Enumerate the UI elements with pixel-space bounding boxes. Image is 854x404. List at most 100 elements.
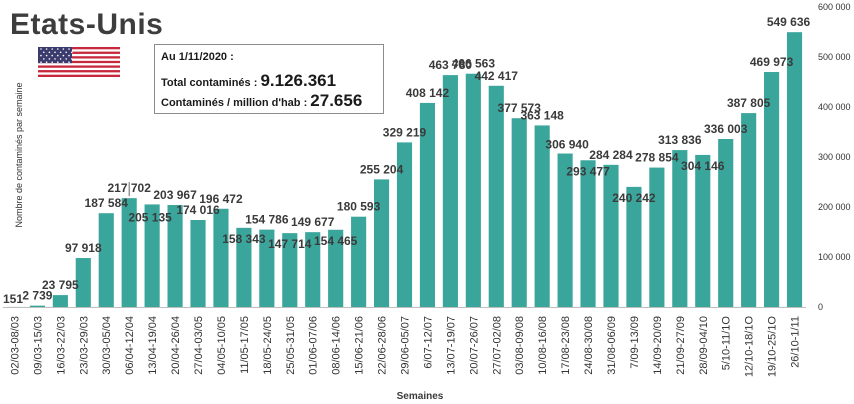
y-axis-title: Nombre de contaminés par semaine xyxy=(14,82,24,227)
x-tick-label: 19/10-25/1O xyxy=(767,316,779,378)
bar xyxy=(167,205,183,307)
data-label: 240 242 xyxy=(612,191,656,205)
bar xyxy=(419,102,436,307)
x-tick-label: 17/08-23/08 xyxy=(560,316,572,375)
total-line: Total contaminés : 9.126.361 xyxy=(161,71,383,91)
data-label: 306 940 xyxy=(545,138,589,152)
data-label: 442 417 xyxy=(475,69,519,83)
bar xyxy=(121,198,137,307)
data-label: 147 714 xyxy=(268,237,312,251)
data-label: 2 739 xyxy=(22,289,52,303)
bar xyxy=(213,208,229,307)
bar xyxy=(511,118,527,307)
x-tick-label: 5/10-11/1O xyxy=(721,316,733,371)
x-tick-label: 12/10-18/1O xyxy=(744,316,756,378)
bar xyxy=(442,75,458,307)
x-tick-label: 15/06-21/06 xyxy=(354,316,366,375)
us-flag-icon xyxy=(38,47,120,77)
x-tick-label: 04/05-10/05 xyxy=(216,316,228,375)
y-tick-label: 200 000 xyxy=(818,202,851,212)
bar xyxy=(672,150,688,307)
data-label: 255 204 xyxy=(360,162,404,176)
page-title: Etats-Unis xyxy=(10,8,164,41)
y-tick-label: 600 000 xyxy=(818,2,851,12)
bar xyxy=(396,142,413,307)
data-label: 158 343 xyxy=(222,232,266,246)
x-tick-label: 08/06-14/06 xyxy=(331,316,343,375)
y-tick-label: 500 000 xyxy=(818,52,851,62)
bar xyxy=(52,295,68,307)
x-tick-label: 30/03-05/04 xyxy=(101,316,113,375)
x-tick-label: 02/03-08/03 xyxy=(9,316,21,375)
bar xyxy=(786,32,803,307)
y-tick-label: 400 000 xyxy=(818,102,851,112)
data-label: 203 967 xyxy=(153,188,197,202)
x-tick-label: 20/07-26/07 xyxy=(468,316,480,375)
x-tick-label: 31/08-06/09 xyxy=(606,316,618,375)
x-tick-label: 16/03-22/03 xyxy=(55,316,67,375)
bar xyxy=(603,164,619,307)
total-label: Total contaminés : xyxy=(161,77,258,89)
x-tick-label: 22/06-28/06 xyxy=(377,316,389,375)
data-label: 363 148 xyxy=(520,108,564,122)
bar xyxy=(718,138,734,307)
x-tick-label: 18/05-24/05 xyxy=(262,316,274,375)
data-label: 154 786 xyxy=(245,213,289,227)
data-label: 284 284 xyxy=(589,148,633,162)
data-label: 377 573 xyxy=(498,101,542,115)
data-label: 466 563 xyxy=(452,57,496,71)
data-label: 180 593 xyxy=(337,200,381,214)
data-label: 313 836 xyxy=(658,133,702,147)
x-tick-label: 23/03-29/03 xyxy=(78,316,90,375)
bar xyxy=(351,216,367,307)
y-tick-label: 0 xyxy=(818,302,823,312)
date-line: Au 1/11/2020 : xyxy=(161,51,383,71)
data-label: 151 xyxy=(3,292,23,306)
bar xyxy=(649,167,665,307)
bar xyxy=(626,186,642,307)
data-label: 154 465 xyxy=(314,234,358,248)
bar xyxy=(98,213,114,307)
x-tick-label: 13/07-19/07 xyxy=(445,316,457,375)
data-label: 304 146 xyxy=(681,159,725,173)
data-label: 23 795 xyxy=(42,278,79,292)
bar xyxy=(488,85,504,307)
bar xyxy=(236,227,252,307)
permillion-value: 27.656 xyxy=(310,91,363,110)
x-tick-label: 29/06-05/07 xyxy=(400,316,412,375)
x-tick-label: 01/06-07/06 xyxy=(308,316,320,375)
x-tick-label: 27/07-02/08 xyxy=(491,316,503,375)
x-tick-label: 28/09-04/10 xyxy=(698,316,710,375)
data-label: 387 805 xyxy=(727,96,771,110)
x-tick-label: 20/04-26/04 xyxy=(170,316,182,375)
data-label: 329 219 xyxy=(383,125,427,139)
y-tick-label: 100 000 xyxy=(818,252,851,262)
bar xyxy=(557,153,573,307)
bar xyxy=(259,229,275,307)
bar xyxy=(741,113,757,307)
x-tick-label: 14/09-20/09 xyxy=(652,316,664,375)
bar xyxy=(580,160,596,307)
bar xyxy=(373,179,390,307)
bar xyxy=(75,258,91,307)
data-label: 336 003 xyxy=(704,122,748,136)
x-tick-label: 06/04-12/04 xyxy=(124,316,136,375)
bar xyxy=(144,204,160,307)
x-tick-label: 25/05-31/05 xyxy=(285,316,297,375)
x-tick-label: 27/04-03/05 xyxy=(193,316,205,375)
bar xyxy=(305,232,321,307)
data-label: 278 854 xyxy=(635,151,679,165)
bar xyxy=(190,219,206,307)
data-label: 549 636 xyxy=(767,15,811,29)
x-tick-label: 24/08-30/08 xyxy=(583,316,595,375)
data-label: 174 016 xyxy=(176,203,220,217)
data-label: 408 142 xyxy=(406,86,450,100)
x-tick-label: 09/03-15/03 xyxy=(32,316,44,375)
x-axis-title: Semaines xyxy=(397,391,444,402)
data-label: 205 135 xyxy=(128,210,172,224)
bar xyxy=(328,229,344,307)
data-label: 293 477 xyxy=(566,164,610,178)
bar xyxy=(764,72,780,308)
x-tick-label: 21/09-27/09 xyxy=(675,316,687,375)
